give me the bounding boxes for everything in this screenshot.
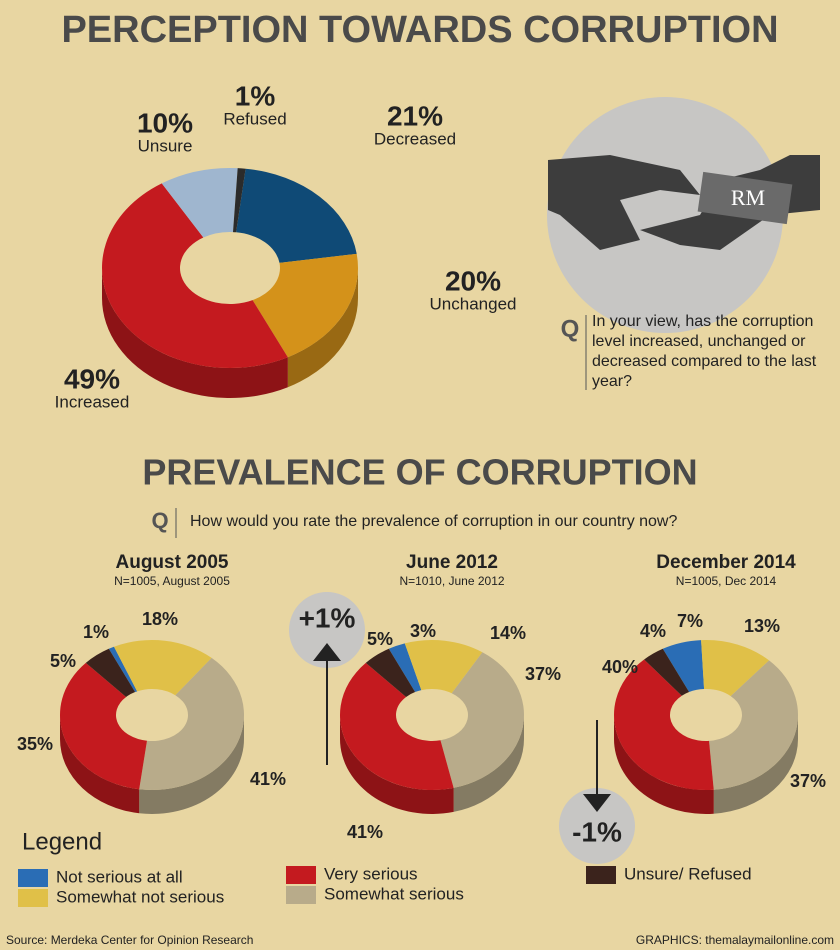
question-marker: Q <box>151 508 168 533</box>
value-label: 7% <box>677 611 703 631</box>
slice <box>161 168 238 238</box>
legend-title: Legend <box>22 828 102 855</box>
slice-side <box>453 715 524 812</box>
slice <box>388 643 422 693</box>
category-label: Unsure <box>138 136 193 155</box>
chart-title: August 2005 <box>116 552 229 573</box>
legend-swatch <box>18 889 48 907</box>
legend-swatch <box>286 886 316 904</box>
value-label: 13% <box>744 616 780 636</box>
slice <box>614 659 714 790</box>
slice-side <box>139 715 244 814</box>
value-label: 35% <box>17 734 53 754</box>
slice <box>340 662 454 791</box>
slice <box>252 253 358 358</box>
value-label: 1% <box>83 622 109 642</box>
category-label: Decreased <box>374 129 456 148</box>
value-label: 5% <box>367 629 393 649</box>
chart-title: June 2012 <box>406 552 498 573</box>
value-label: 14% <box>490 623 526 643</box>
slice-side <box>287 268 358 388</box>
slice <box>101 183 288 369</box>
section-title: PREVALENCE OF CORRUPTION <box>142 452 697 493</box>
slice <box>709 660 798 790</box>
question: How would you rate the prevalence of cor… <box>190 513 677 530</box>
chart-subtitle: N=1010, June 2012 <box>399 574 504 588</box>
slice-side <box>614 715 714 814</box>
slice <box>139 657 244 790</box>
question: In your view, has the corruption level i… <box>592 313 817 390</box>
value-label: 41% <box>347 822 383 842</box>
legend-label: Somewhat not serious <box>56 887 224 906</box>
value-label: 20% <box>445 265 501 296</box>
slice <box>232 168 246 233</box>
slice <box>440 652 524 788</box>
value-label: 4% <box>640 621 666 641</box>
slice-side <box>713 715 798 814</box>
slice <box>644 648 690 696</box>
value-label: 3% <box>410 621 436 641</box>
slice <box>113 640 212 696</box>
icon-text: RM <box>731 185 765 210</box>
chart-subtitle: N=1005, August 2005 <box>114 574 230 588</box>
slice <box>108 646 138 693</box>
value-label: 21% <box>387 100 443 131</box>
value-label: 40% <box>602 657 638 677</box>
annotation-arrowhead <box>313 643 341 661</box>
value-label: 1% <box>235 80 276 111</box>
chart-subtitle: N=1005, Dec 2014 <box>676 574 777 588</box>
value-label: 37% <box>790 771 826 791</box>
slice <box>236 168 357 263</box>
slice <box>404 639 483 694</box>
legend-swatch <box>286 866 316 884</box>
legend-swatch <box>586 866 616 884</box>
value-label: 10% <box>137 107 193 138</box>
legend-label: Unsure/ Refused <box>624 864 752 883</box>
credit: GRAPHICS: themalaymailonline.com <box>636 933 834 947</box>
legend-label: Somewhat serious <box>324 884 464 903</box>
slice-side <box>102 268 288 399</box>
main-title: PERCEPTION TOWARDS CORRUPTION <box>61 9 778 51</box>
slice-side <box>60 715 140 814</box>
legend-label: Very serious <box>324 864 418 883</box>
chart-title: December 2014 <box>656 552 796 573</box>
legend-swatch <box>18 869 48 887</box>
slice-side <box>340 715 454 815</box>
annotation-circle <box>559 788 635 864</box>
category-label: Refused <box>223 109 286 128</box>
legend-label: Not serious at all <box>56 867 183 886</box>
category-label: Increased <box>55 392 130 411</box>
value-label: 5% <box>50 651 76 671</box>
slice <box>365 648 416 697</box>
value-label: 49% <box>64 363 120 394</box>
category-label: Unchanged <box>430 294 517 313</box>
slice <box>701 640 770 697</box>
slice <box>60 662 147 790</box>
annotation-arrowhead <box>583 794 611 812</box>
annotation-circle <box>289 592 365 668</box>
value-label: 41% <box>250 769 286 789</box>
money-note <box>697 171 793 225</box>
slice <box>662 640 705 693</box>
question-marker: Q <box>561 315 580 342</box>
annotation: +1% <box>299 602 356 633</box>
annotation: -1% <box>572 816 622 847</box>
value-label: 37% <box>525 664 561 684</box>
value-label: 18% <box>142 609 178 629</box>
slice <box>85 648 136 697</box>
source: Source: Merdeka Center for Opinion Resea… <box>6 933 253 947</box>
hand-left <box>548 155 700 250</box>
